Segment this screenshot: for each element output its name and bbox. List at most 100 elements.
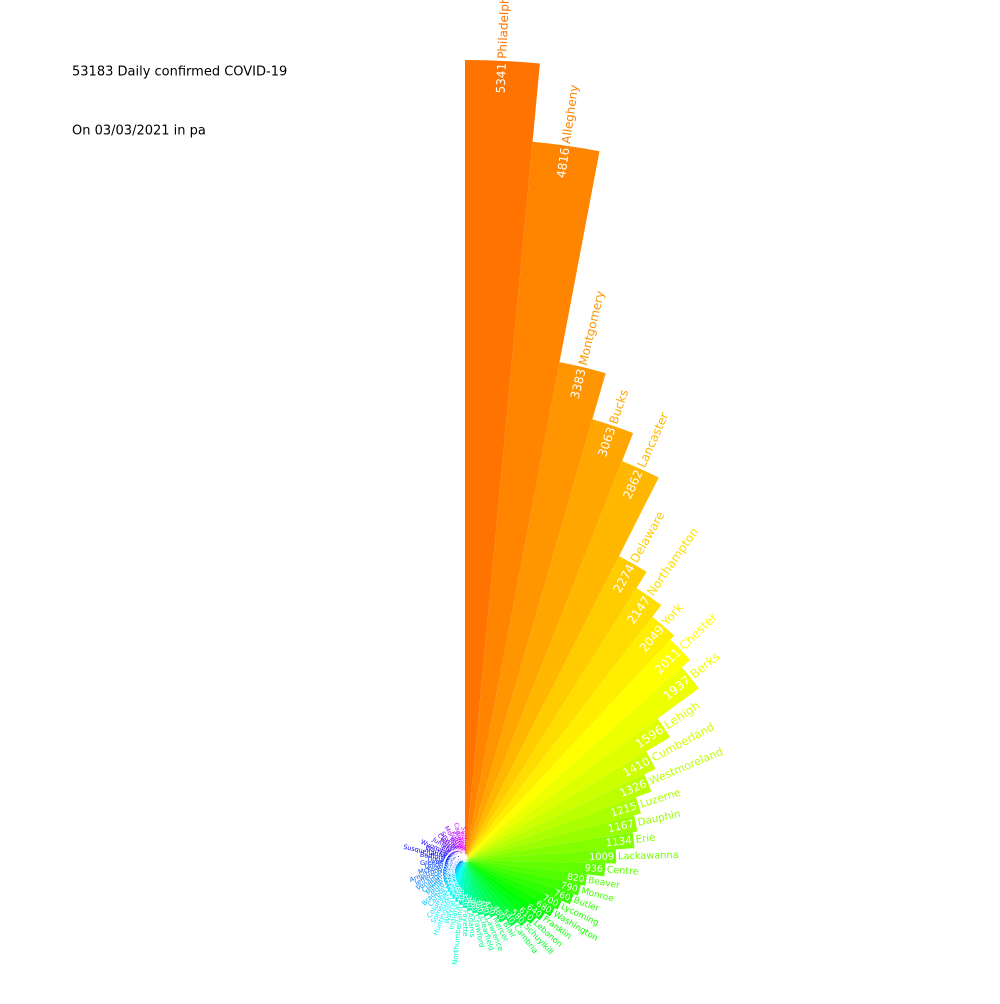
bar <box>465 461 659 860</box>
bar <box>458 860 465 905</box>
value-label: 135 <box>446 857 460 867</box>
category-label: Bucks <box>606 388 631 426</box>
value-label: 1134 <box>605 834 632 849</box>
value-label: 115 <box>449 853 463 863</box>
value-label: 300 <box>456 888 466 903</box>
category-label: York <box>658 600 686 629</box>
value-label: 75 <box>456 851 466 862</box>
value-label: 1009 <box>589 852 614 864</box>
bar <box>442 860 465 875</box>
bar <box>447 857 465 860</box>
bar <box>465 860 518 927</box>
bar <box>465 60 540 860</box>
bar <box>448 855 465 860</box>
value-label: 936 <box>584 863 603 875</box>
value-label: 50 <box>460 854 468 863</box>
bar <box>447 860 465 893</box>
bar <box>465 860 545 921</box>
bar <box>446 858 465 861</box>
bar <box>451 860 465 900</box>
bar <box>465 419 634 860</box>
bar <box>449 860 465 897</box>
value-label: 65 <box>458 852 468 862</box>
bar <box>462 851 465 860</box>
bar <box>465 860 581 896</box>
bar <box>465 860 507 923</box>
value-label: 360 <box>468 896 480 912</box>
bar <box>450 853 465 860</box>
value-label: 80 <box>455 850 466 861</box>
category-label: Greene <box>420 858 444 868</box>
value-label: 3383 <box>568 367 589 400</box>
bar <box>445 860 465 863</box>
bar <box>445 860 465 890</box>
bar <box>465 849 617 864</box>
value-label: 60 <box>459 852 468 862</box>
category-label: Sullivan <box>459 827 467 852</box>
bar <box>465 616 675 860</box>
value-label: 340 <box>464 894 474 909</box>
value-label: 820 <box>566 872 585 885</box>
bar <box>465 860 528 927</box>
bar <box>459 850 465 860</box>
bar <box>465 587 662 860</box>
bar <box>465 860 587 886</box>
category-label: Montgomery <box>576 289 607 366</box>
chart-title: 53183 Daily confirmed COVID-19 <box>72 65 287 80</box>
value-label: 85 <box>455 850 466 861</box>
category-label: Chester <box>677 610 720 653</box>
bar <box>465 667 699 860</box>
bar <box>456 850 465 860</box>
value-label: 70 <box>457 851 467 861</box>
bar <box>465 718 671 860</box>
value-label: 1167 <box>607 818 635 835</box>
bar <box>455 850 465 860</box>
bar <box>455 860 465 903</box>
bar <box>465 639 691 860</box>
bar <box>465 797 641 860</box>
value-label: 47 <box>461 855 468 863</box>
category-label: Erie <box>635 832 656 846</box>
category-label: Forest <box>457 831 467 851</box>
bar <box>442 860 465 877</box>
bar <box>465 860 478 914</box>
bar <box>449 854 465 860</box>
value-label: 270 <box>450 883 462 898</box>
value-label: 125 <box>448 856 461 864</box>
category-label: Dauphin <box>637 808 682 829</box>
bar <box>442 860 465 872</box>
bar <box>444 860 465 865</box>
value-label: 140 <box>446 858 460 869</box>
value-label: 320 <box>461 892 470 906</box>
category-label: Allegheny <box>559 84 581 145</box>
bar <box>444 860 465 886</box>
category-label: Berks <box>687 649 722 681</box>
value-label: 110 <box>450 852 464 863</box>
bar <box>465 860 562 910</box>
value-label: 95 <box>453 851 464 861</box>
category-label: Lackawanna <box>618 850 679 862</box>
value-label: 150 <box>444 859 458 871</box>
bar <box>465 556 647 860</box>
value-label: 120 <box>449 854 462 863</box>
bar <box>465 860 574 905</box>
bar <box>463 852 465 860</box>
bar <box>465 860 606 877</box>
bar <box>465 774 652 860</box>
bar <box>465 860 484 916</box>
bar <box>465 362 606 860</box>
bar <box>465 860 497 918</box>
bar <box>454 851 465 860</box>
bar <box>458 850 465 860</box>
bar <box>461 851 465 860</box>
bar <box>465 815 638 860</box>
bar <box>465 860 555 917</box>
bar <box>465 860 490 917</box>
chart-subtitle: On 03/03/2021 in pa <box>72 124 206 139</box>
bar <box>443 860 465 869</box>
bar <box>462 860 468 908</box>
bar <box>465 860 537 924</box>
value-label: 5341 <box>493 63 508 94</box>
bar <box>452 851 465 860</box>
